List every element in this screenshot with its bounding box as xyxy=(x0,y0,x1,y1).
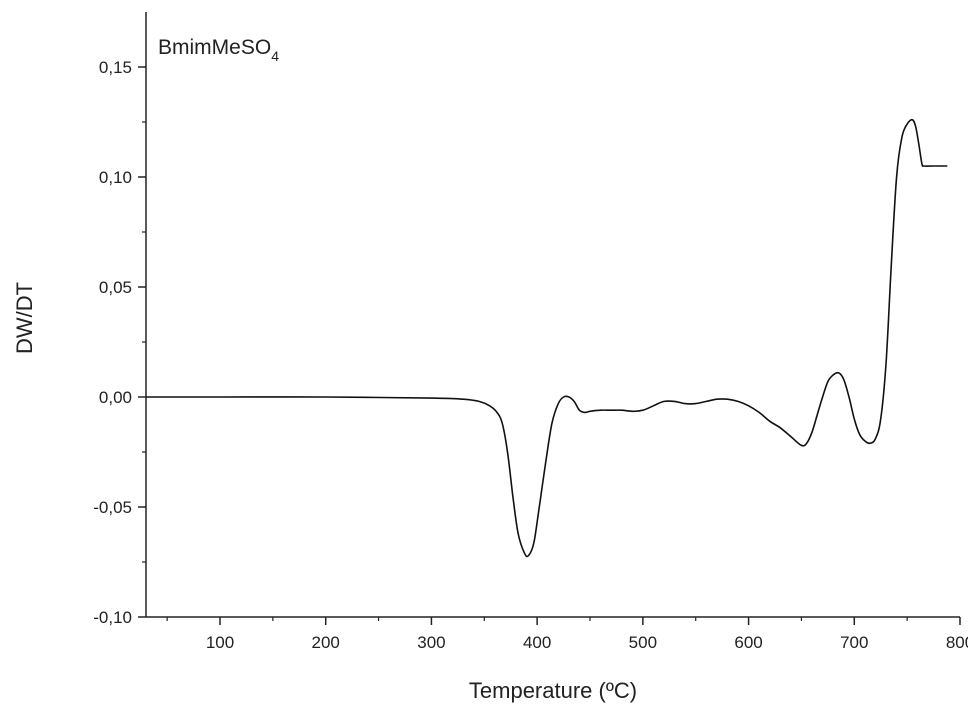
x-ticks: 100 200 300 400 500 600 700 800 xyxy=(166,617,968,652)
x-tick-label: 300 xyxy=(417,633,445,652)
y-tick-label: 0,10 xyxy=(99,168,132,187)
x-tick-label: 800 xyxy=(946,633,968,652)
annotation-main: BmimMeSO xyxy=(158,36,271,59)
y-tick-label: 0,05 xyxy=(99,278,132,297)
y-axis-title: DW/DT xyxy=(12,282,37,354)
x-axis-title: Temperature (ºC) xyxy=(469,678,637,703)
series-line xyxy=(146,118,948,558)
series-layer xyxy=(146,118,948,558)
y-tick-label: 0,15 xyxy=(99,58,132,77)
x-tick-label: 600 xyxy=(734,633,762,652)
x-tick-label: 200 xyxy=(312,633,340,652)
y-tick-label: 0,00 xyxy=(99,388,132,407)
x-tick-label: 400 xyxy=(523,633,551,652)
y-ticks: -0,10 -0,05 0,00 0,05 0,10 0,15 xyxy=(93,58,146,627)
y-tick-label: -0,05 xyxy=(93,498,132,517)
y-tick-label: -0,10 xyxy=(93,608,132,627)
x-tick-label: 700 xyxy=(840,633,868,652)
sample-annotation: BmimMeSO4 xyxy=(158,36,279,64)
x-tick-label: 500 xyxy=(629,633,657,652)
x-tick-label: 100 xyxy=(206,633,234,652)
annotation-subscript: 4 xyxy=(271,48,279,64)
axes-frame xyxy=(145,12,960,618)
